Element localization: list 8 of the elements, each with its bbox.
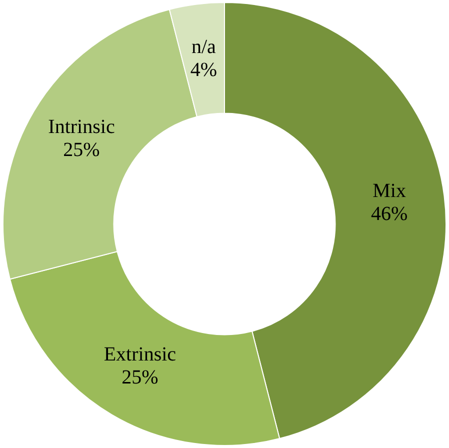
data-label: 46% <box>370 202 408 225</box>
data-label: 4% <box>190 58 218 81</box>
slice-label: Mix <box>372 180 406 202</box>
slice-label: n/a <box>191 36 216 58</box>
data-label: 25% <box>63 139 100 162</box>
slice-label: Extrinsic <box>104 344 176 366</box>
data-label: 25% <box>122 366 158 389</box>
slice-label: Intrinsic <box>48 116 115 138</box>
